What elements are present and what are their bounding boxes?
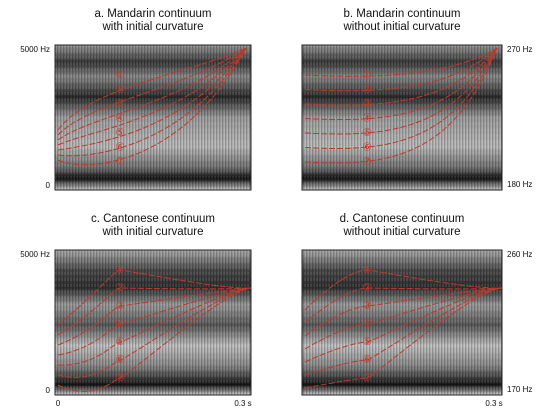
panel-title: c. Cantonese continuum bbox=[91, 213, 215, 225]
spectrogram-texture bbox=[302, 250, 502, 395]
panel-title: a. Mandarin continuum bbox=[95, 8, 212, 20]
pitch-contour bbox=[304, 287, 503, 376]
contour-label: ② bbox=[362, 282, 372, 294]
pitch-contour bbox=[304, 287, 503, 350]
pitch-contour bbox=[304, 47, 498, 121]
panel-title: with initial curvature bbox=[102, 21, 204, 33]
pitch-bottom-label: 170 Hz bbox=[507, 385, 532, 394]
frame bbox=[54, 44, 252, 191]
pitch-contour bbox=[57, 47, 247, 141]
pitch-contour bbox=[304, 47, 498, 164]
pitch-contour bbox=[57, 47, 247, 136]
pitch-contour bbox=[57, 287, 252, 378]
pitch-contour bbox=[57, 287, 252, 392]
panel-title: without initial curvature bbox=[343, 21, 461, 33]
contour-label: ③ bbox=[115, 300, 125, 312]
pitch-contour bbox=[57, 287, 252, 356]
contour-label: ④ bbox=[362, 112, 372, 124]
panel-title: b. Mandarin continuum bbox=[344, 8, 461, 20]
contour-label: ⑥ bbox=[362, 354, 372, 366]
contour-label: ③ bbox=[115, 98, 125, 110]
time-end-label: 0.3 s bbox=[485, 399, 502, 408]
pitch-contour bbox=[304, 47, 498, 106]
contour-label: ⑤ bbox=[362, 336, 372, 348]
pitch-contour bbox=[57, 47, 247, 151]
pitch-contour bbox=[57, 269, 252, 326]
y-axis-top-label: 5000 Hz bbox=[20, 250, 50, 259]
pitch-contour bbox=[304, 287, 503, 337]
pitch-contour bbox=[57, 47, 247, 146]
contour-label: ⑤ bbox=[115, 127, 125, 139]
contour-label: ④ bbox=[115, 318, 125, 330]
contour-label: ① bbox=[115, 69, 125, 81]
contour-label: ③ bbox=[362, 98, 372, 110]
panel-title: without initial curvature bbox=[343, 226, 461, 238]
pitch-contour bbox=[57, 287, 252, 366]
panel-title: with initial curvature bbox=[102, 226, 204, 238]
time-end-label: 0.3 s bbox=[234, 399, 251, 408]
frame bbox=[301, 249, 503, 396]
contour-label: ① bbox=[362, 69, 372, 81]
contour-label: ⑥ bbox=[115, 141, 125, 153]
contour-label: ② bbox=[115, 282, 125, 294]
pitch-bottom-label: 180 Hz bbox=[507, 180, 532, 189]
spectrogram-texture bbox=[55, 45, 251, 190]
spectrogram-texture bbox=[55, 250, 251, 395]
contour-label: ⑦ bbox=[362, 372, 372, 384]
pitch-top-label: 270 Hz bbox=[507, 45, 532, 54]
pitch-contour bbox=[304, 47, 498, 77]
y-axis-top-label: 5000 Hz bbox=[20, 45, 50, 54]
contour-label: ② bbox=[115, 83, 125, 95]
contour-label: ④ bbox=[362, 318, 372, 330]
contour-label: ⑤ bbox=[362, 127, 372, 139]
pitch-top-label: 260 Hz bbox=[507, 250, 532, 259]
pitch-contour bbox=[304, 47, 498, 92]
y-axis-bottom-label: 0 bbox=[46, 181, 51, 190]
y-axis-bottom-label: 0 bbox=[46, 386, 51, 395]
pitch-contour bbox=[304, 287, 503, 389]
pitch-contour bbox=[304, 287, 503, 324]
contour-label: ⑥ bbox=[362, 141, 372, 153]
contour-label: ② bbox=[362, 83, 372, 95]
contour-label: ⑥ bbox=[115, 354, 125, 366]
contour-label: ⑦ bbox=[115, 372, 125, 384]
pitch-contour bbox=[304, 287, 503, 363]
contour-label: ③ bbox=[362, 300, 372, 312]
frame bbox=[54, 249, 252, 396]
pitch-contour bbox=[57, 47, 247, 166]
pitch-contour bbox=[304, 269, 503, 311]
contour-label: ① bbox=[362, 264, 372, 276]
pitch-contour bbox=[304, 47, 498, 135]
pitch-contour bbox=[304, 47, 498, 149]
contour-label: ① bbox=[115, 264, 125, 276]
contour-label: ⑦ bbox=[362, 156, 372, 168]
contour-label: ⑤ bbox=[115, 336, 125, 348]
pitch-contour bbox=[57, 47, 247, 131]
panel-title: d. Cantonese continuum bbox=[340, 213, 465, 225]
contour-label: ⑦ bbox=[115, 156, 125, 168]
spectrogram-texture bbox=[302, 45, 502, 190]
pitch-contour bbox=[57, 287, 252, 346]
frame bbox=[301, 44, 503, 191]
time-start-label: 0 bbox=[56, 399, 61, 408]
contour-label: ④ bbox=[115, 112, 125, 124]
pitch-contour bbox=[57, 47, 247, 157]
